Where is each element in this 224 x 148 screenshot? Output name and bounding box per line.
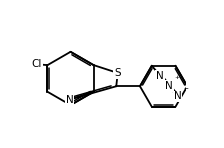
Text: Cl: Cl — [31, 59, 42, 69]
Text: N: N — [157, 71, 164, 81]
Text: N: N — [174, 91, 181, 101]
Text: S: S — [114, 68, 121, 78]
Text: N: N — [165, 81, 173, 91]
Text: $^+$: $^+$ — [173, 74, 181, 83]
Text: $^-$: $^-$ — [182, 85, 189, 94]
Text: N: N — [66, 95, 73, 105]
